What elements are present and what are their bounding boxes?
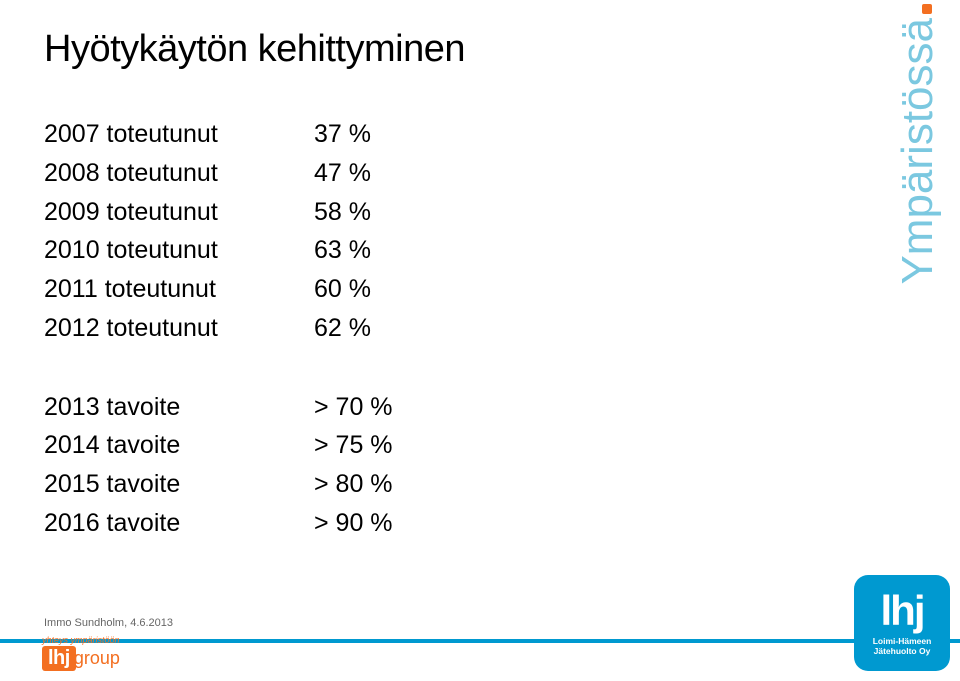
row-label: 2012 toteutunut bbox=[44, 309, 314, 348]
row-label: 2007 toteutunut bbox=[44, 115, 314, 154]
table-row: 2015 tavoite > 80 % bbox=[44, 465, 820, 504]
row-label: 2009 toteutunut bbox=[44, 193, 314, 232]
row-value: > 75 % bbox=[314, 426, 393, 465]
logo-suffix: group bbox=[74, 648, 120, 668]
row-value: 60 % bbox=[314, 270, 371, 309]
badge-subtitle: Loimi-Hämeen Jätehuolto Oy bbox=[873, 636, 932, 656]
row-value: 47 % bbox=[314, 154, 371, 193]
row-label: 2011 toteutunut bbox=[44, 270, 314, 309]
data-rows: 2007 toteutunut 37 % 2008 toteutunut 47 … bbox=[44, 115, 820, 543]
lhjgroup-logo: yhteys ympäristöön lhjgroup bbox=[42, 647, 136, 677]
bottom-bar bbox=[0, 639, 960, 681]
table-row: 2007 toteutunut 37 % bbox=[44, 115, 820, 154]
row-label: 2008 toteutunut bbox=[44, 154, 314, 193]
table-row: 2016 tavoite > 90 % bbox=[44, 504, 820, 543]
row-label: 2016 tavoite bbox=[44, 504, 314, 543]
table-row: 2013 tavoite > 70 % bbox=[44, 388, 820, 427]
row-value: > 80 % bbox=[314, 465, 393, 504]
row-label: 2014 tavoite bbox=[44, 426, 314, 465]
table-row: 2009 toteutunut 58 % bbox=[44, 193, 820, 232]
slide: Hyötykäytön kehittyminen 2007 toteutunut… bbox=[0, 0, 960, 681]
table-row: 2014 tavoite > 75 % bbox=[44, 426, 820, 465]
table-row: 2012 toteutunut 62 % bbox=[44, 309, 820, 348]
row-value: > 70 % bbox=[314, 388, 393, 427]
row-value: 62 % bbox=[314, 309, 371, 348]
page-title: Hyötykäytön kehittyminen bbox=[44, 28, 820, 71]
row-value: 58 % bbox=[314, 193, 371, 232]
row-value: 37 % bbox=[314, 115, 371, 154]
row-label: 2015 tavoite bbox=[44, 465, 314, 504]
attribution-text: Immo Sundholm, 4.6.2013 bbox=[44, 617, 173, 629]
row-value: 63 % bbox=[314, 231, 371, 270]
badge-mark: lhj bbox=[881, 590, 924, 632]
table-row: 2008 toteutunut 47 % bbox=[44, 154, 820, 193]
table-row: 2010 toteutunut 63 % bbox=[44, 231, 820, 270]
logo-tagline: yhteys ympäristöön bbox=[42, 635, 120, 645]
row-label: 2013 tavoite bbox=[44, 388, 314, 427]
badge-line2: Jätehuolto Oy bbox=[874, 646, 931, 656]
vertical-brand-text: Ympäristössä bbox=[896, 18, 940, 285]
lhj-badge: lhj Loimi-Hämeen Jätehuolto Oy bbox=[854, 575, 950, 671]
badge-line1: Loimi-Hämeen bbox=[873, 636, 932, 646]
content-area: Hyötykäytön kehittyminen 2007 toteutunut… bbox=[44, 28, 820, 543]
logo-mark-text: lhj bbox=[42, 646, 76, 671]
row-gap bbox=[44, 348, 820, 388]
dot-icon bbox=[922, 4, 932, 14]
table-row: 2011 toteutunut 60 % bbox=[44, 270, 820, 309]
logo-mark: yhteys ympäristöön lhjgroup bbox=[42, 647, 136, 677]
row-value: > 90 % bbox=[314, 504, 393, 543]
row-label: 2010 toteutunut bbox=[44, 231, 314, 270]
